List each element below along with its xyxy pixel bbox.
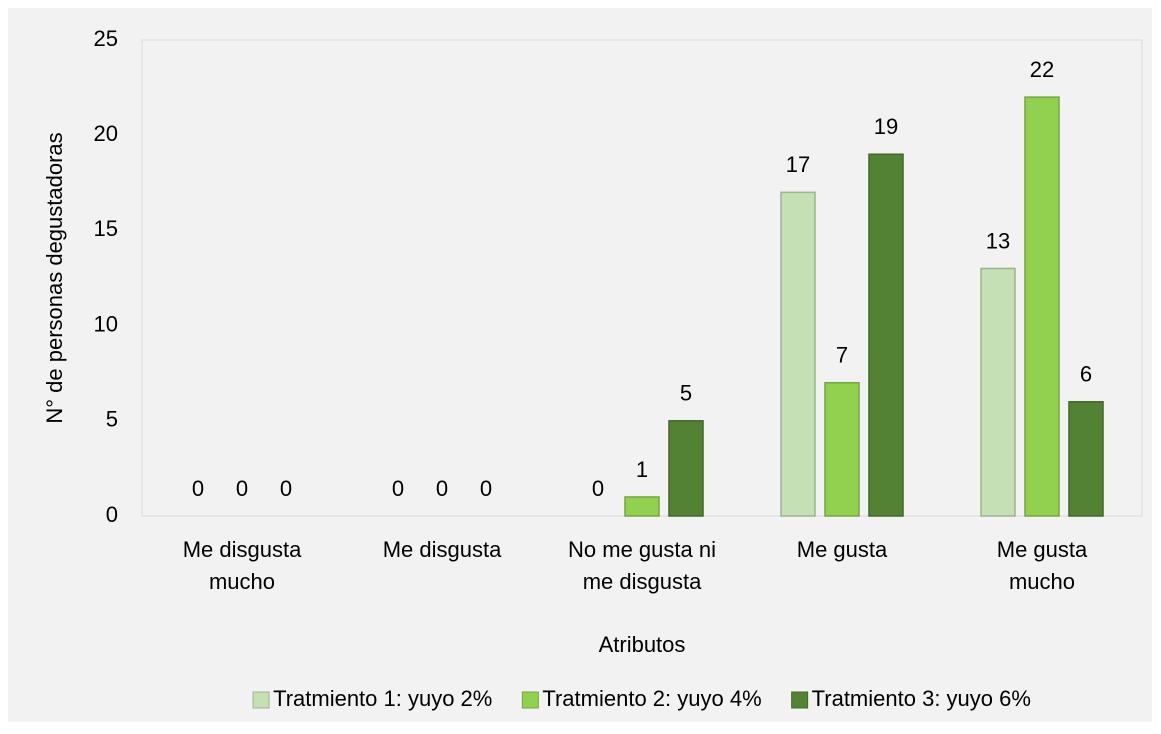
data-label: 6 <box>1080 362 1092 387</box>
data-label: 13 <box>986 228 1010 253</box>
data-label: 0 <box>280 476 292 501</box>
x-tick-label: Me gusta <box>797 537 888 562</box>
data-label: 0 <box>192 476 204 501</box>
bar <box>780 191 816 517</box>
data-label: 0 <box>592 476 604 501</box>
data-label: 0 <box>236 476 248 501</box>
x-axis-title: Atributos <box>599 632 686 657</box>
data-label: 22 <box>1030 57 1054 82</box>
legend-label: Tratmiento 2: yuyo 4% <box>542 686 761 711</box>
y-tick-label: 15 <box>94 216 118 241</box>
data-label: 0 <box>392 476 404 501</box>
bar <box>824 381 860 517</box>
data-label: 17 <box>786 152 810 177</box>
bar <box>1068 401 1104 517</box>
data-label: 19 <box>874 114 898 139</box>
legend-label: Tratmiento 3: yuyo 6% <box>812 686 1031 711</box>
x-tick-label: Me gusta <box>997 537 1088 562</box>
bar <box>668 420 704 517</box>
x-tick-label: me disgusta <box>583 569 702 594</box>
y-tick-label: 5 <box>106 407 118 432</box>
y-tick-label: 20 <box>94 121 118 146</box>
y-tick-label: 10 <box>94 311 118 336</box>
legend-swatch <box>521 691 539 709</box>
x-tick-label: Me disgusta <box>383 537 502 562</box>
y-tick-label: 0 <box>106 502 118 527</box>
data-label: 0 <box>436 476 448 501</box>
x-tick-label: Me disgusta <box>183 537 302 562</box>
data-label: 0 <box>480 476 492 501</box>
bar <box>980 267 1016 517</box>
bar <box>868 153 904 517</box>
x-tick-label: mucho <box>209 569 275 594</box>
x-tick-label: mucho <box>1009 569 1075 594</box>
y-axis-title: N° de personas degustadoras <box>42 132 67 423</box>
chart-background <box>8 8 1152 722</box>
legend-swatch <box>252 691 270 709</box>
bar <box>1024 96 1060 517</box>
bar <box>624 496 660 517</box>
legend-swatch <box>791 691 809 709</box>
data-label: 1 <box>636 457 648 482</box>
legend-label: Tratmiento 1: yuyo 2% <box>273 686 492 711</box>
x-tick-label: No me gusta ni <box>568 537 716 562</box>
data-label: 7 <box>836 343 848 368</box>
y-tick-label: 25 <box>94 26 118 51</box>
data-label: 5 <box>680 381 692 406</box>
